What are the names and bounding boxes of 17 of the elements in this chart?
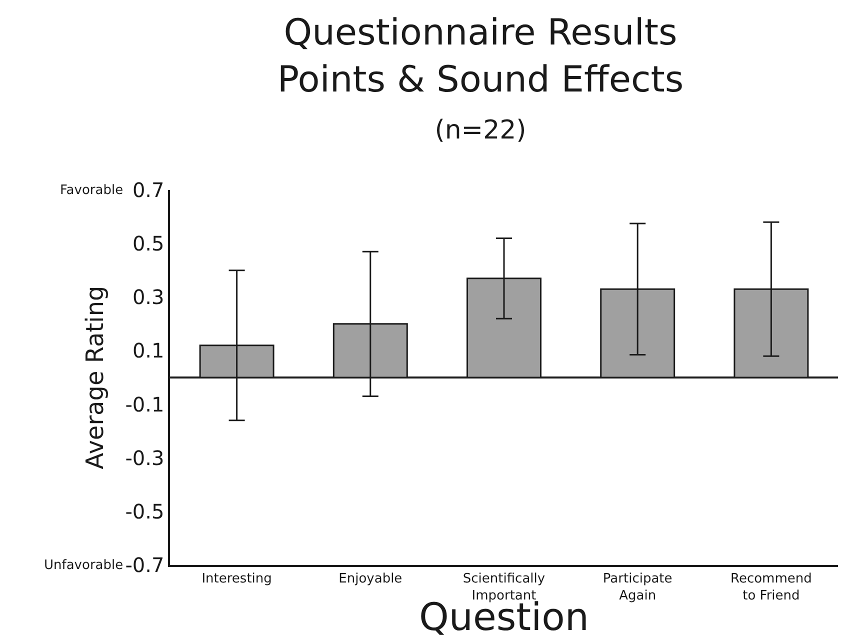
y-tick-label: 0.3 — [132, 285, 164, 310]
x-tick-label: Participate Again — [602, 571, 672, 604]
y-tick-label: -0.5 — [125, 499, 164, 524]
y-tick-label: 0.5 — [132, 232, 164, 256]
y-tick-label: -0.7 — [125, 553, 164, 577]
text: Favorable — [60, 183, 124, 198]
y-axis-title: Average Rating — [80, 286, 109, 470]
x-tick-label: Recommend to Friend — [730, 571, 812, 604]
x-tick-label: Enjoyable — [338, 571, 402, 586]
chart-title: Questionnaire Results Points & Sound Effects — [277, 12, 684, 101]
y-tick-label: 0.7 — [132, 178, 164, 202]
y-tick-label: -0.1 — [125, 392, 164, 416]
chart-subtitle: (n=22) — [434, 115, 526, 146]
text: Unfavorable — [44, 558, 124, 573]
y-tick-label: 0.1 — [132, 338, 164, 363]
y-tick-label: -0.3 — [125, 446, 164, 470]
x-tick-label: Interesting — [202, 571, 272, 586]
